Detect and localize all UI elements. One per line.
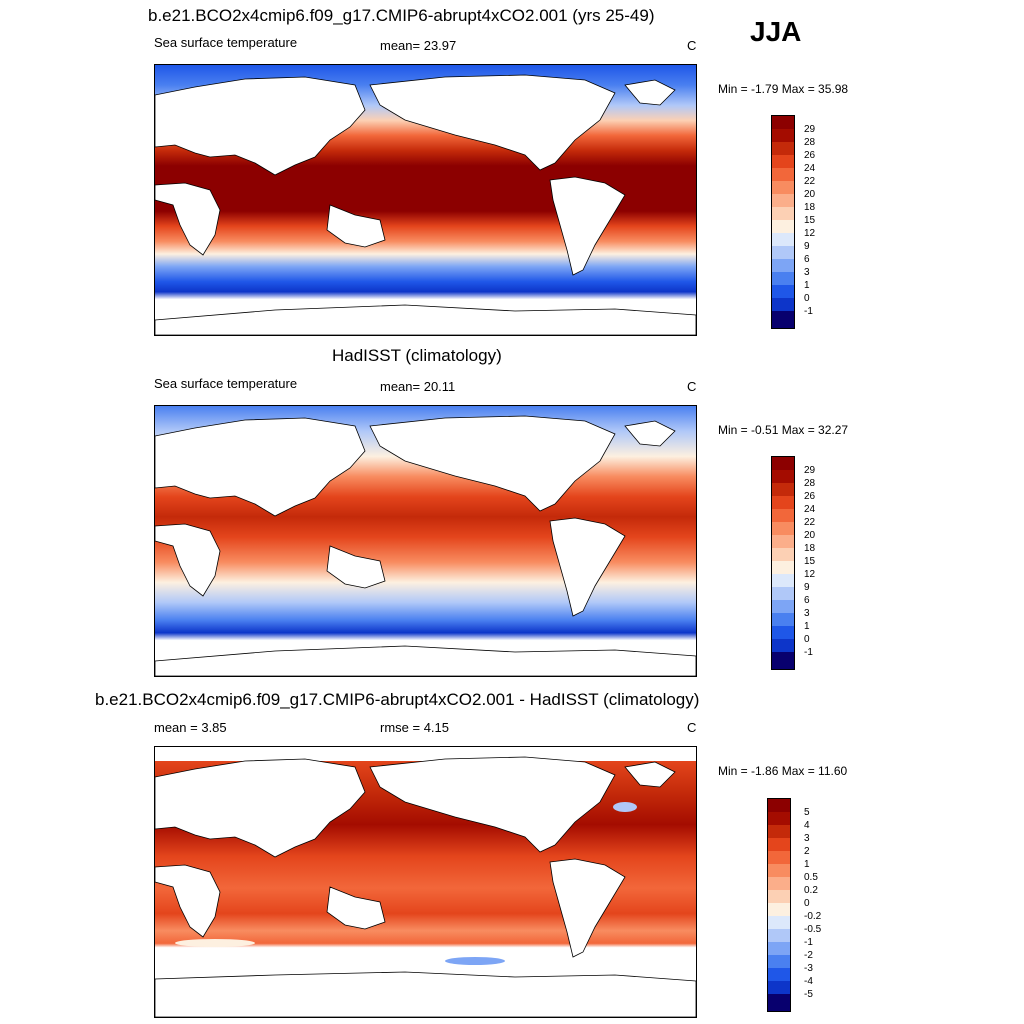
panel3-tick: -4 xyxy=(804,976,813,987)
panel1-tick: 12 xyxy=(804,228,816,239)
panel3-tick: -5 xyxy=(804,989,813,1000)
panel1-map xyxy=(154,64,697,336)
panel1-tick: 0 xyxy=(804,293,810,304)
panel3-tick: -0.5 xyxy=(804,924,822,935)
panel2-title: HadISST (climatology) xyxy=(332,346,502,365)
panel2-minmax-label: Min = -0.51 Max = 32.27 xyxy=(718,423,849,437)
panel1-tick: 28 xyxy=(804,137,816,148)
panel2-tick: 15 xyxy=(804,556,816,567)
panel3-tick: 2 xyxy=(804,846,810,857)
panel3-units-label: C xyxy=(687,720,697,735)
panel1-tick: 26 xyxy=(804,150,816,161)
panel2-tick: 26 xyxy=(804,491,816,502)
panel1-colorbar xyxy=(771,115,795,329)
panel1-tick: 29 xyxy=(804,124,816,135)
panel1-units-label: C xyxy=(687,38,697,53)
panel1-title: b.e21.BCO2x4cmip6.f09_g17.CMIP6-abrupt4x… xyxy=(148,6,655,25)
panel2-variable-label: Sea surface temperature xyxy=(154,376,298,391)
panel2-tick: 29 xyxy=(804,465,816,476)
panel3-colorbar xyxy=(767,798,791,1012)
panel3-tick: 1 xyxy=(804,859,810,870)
panel1-tick: 20 xyxy=(804,189,816,200)
panel2-tick: 22 xyxy=(804,517,816,528)
panel1-mean-label: mean= 23.97 xyxy=(380,38,457,53)
panel2-tick: 6 xyxy=(804,595,810,606)
panel1-tick: 1 xyxy=(804,280,810,291)
panel2-tick: -1 xyxy=(804,647,813,658)
panel3-minmax-label: Min = -1.86 Max = 11.60 xyxy=(718,764,848,778)
panel3-tick: 5 xyxy=(804,807,810,818)
panel3-mean-label: mean = 3.85 xyxy=(154,720,227,735)
panel2-tick: 9 xyxy=(804,582,810,593)
panel1-tick: 24 xyxy=(804,163,816,174)
panel1-map-svg xyxy=(155,65,696,335)
panel3-tick: 0.2 xyxy=(804,885,818,896)
panel2-mean-label: mean= 20.11 xyxy=(380,379,456,394)
panel2-map xyxy=(154,405,697,677)
panel1-tick: 18 xyxy=(804,202,816,213)
panel1-tick: 22 xyxy=(804,176,816,187)
panel2-colorbar xyxy=(771,456,795,670)
panel2-tick: 3 xyxy=(804,608,810,619)
panel2-tick: 12 xyxy=(804,569,816,580)
panel3-rmse-label: rmse = 4.15 xyxy=(380,720,450,735)
panel3-map xyxy=(154,746,697,1018)
panel2-tick: 1 xyxy=(804,621,810,632)
panel3-tick: -3 xyxy=(804,963,813,974)
panel2-tick: 0 xyxy=(804,634,810,645)
panel1-tick: 15 xyxy=(804,215,816,226)
season-label: JJA xyxy=(750,16,802,47)
panel2-tick: 24 xyxy=(804,504,816,515)
panel1-tick: 9 xyxy=(804,241,810,252)
panel3-tick: 0 xyxy=(804,898,810,909)
panel1-tick: 6 xyxy=(804,254,810,265)
panel3-tick: -0.2 xyxy=(804,911,822,922)
panel2-tick: 18 xyxy=(804,543,816,554)
panel1-minmax-label: Min = -1.79 Max = 35.98 xyxy=(718,82,849,96)
panel3-map-svg xyxy=(155,747,696,1017)
panel2-tick: 20 xyxy=(804,530,816,541)
panel3-tick: -2 xyxy=(804,950,813,961)
panel1-tick: -1 xyxy=(804,306,813,317)
panel2-units-label: C xyxy=(687,379,697,394)
panel3-title: b.e21.BCO2x4cmip6.f09_g17.CMIP6-abrupt4x… xyxy=(95,690,700,709)
panel1-tick: 3 xyxy=(804,267,810,278)
panel2-tick: 28 xyxy=(804,478,816,489)
panel3-tick: 0.5 xyxy=(804,872,818,883)
panel3-tick: 4 xyxy=(804,820,810,831)
panel3-tick: 3 xyxy=(804,833,810,844)
panel1-variable-label: Sea surface temperature xyxy=(154,35,298,50)
panel2-map-svg xyxy=(155,406,696,676)
panel3-tick: -1 xyxy=(804,937,813,948)
